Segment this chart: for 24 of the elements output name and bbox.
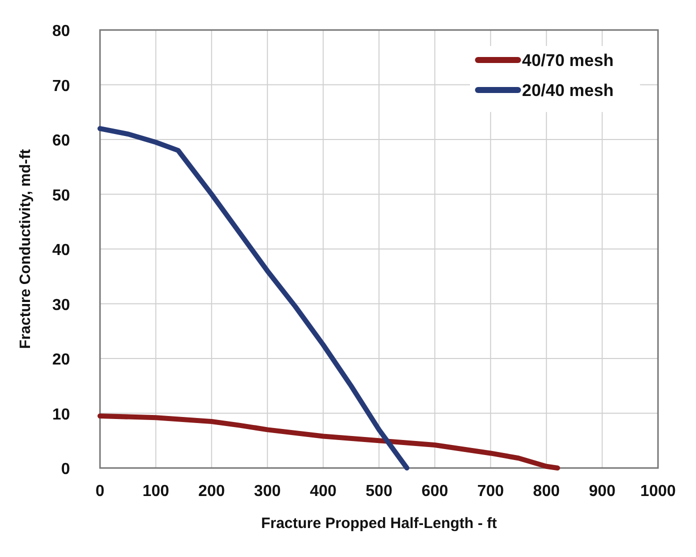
y-axis-title: Fracture Conductivity, md-ft (17, 149, 34, 349)
x-tick-label: 1000 (640, 483, 676, 500)
y-tick-label: 40 (52, 242, 70, 259)
y-tick-label: 60 (52, 132, 70, 150)
y-tick-label: 10 (52, 406, 70, 424)
x-tick-label: 500 (366, 483, 392, 500)
y-tick-label: 70 (52, 78, 70, 95)
x-tick-label: 100 (142, 483, 170, 500)
y-tick-label: 20 (52, 352, 70, 368)
x-tick-label: 200 (198, 483, 226, 500)
x-tick-label: 0 (96, 483, 105, 500)
x-tick-label: 600 (421, 483, 448, 500)
y-tick-label: 50 (52, 187, 70, 204)
y-tick-label: 30 (52, 296, 70, 314)
x-tick-label: 300 (254, 483, 281, 500)
x-tick-label: 400 (310, 483, 337, 500)
x-tick-label: 900 (588, 483, 616, 500)
y-tick-label: 0 (61, 461, 70, 478)
y-tick-label: 80 (52, 23, 70, 40)
x-tick-label: 800 (533, 483, 560, 500)
x-axis-title: Fracture Propped Half-Length - ft (261, 515, 497, 532)
legend-label: 40/70 mesh (522, 51, 614, 70)
legend-label: 20/40 mesh (522, 81, 614, 100)
x-tick-label: 700 (477, 483, 504, 500)
